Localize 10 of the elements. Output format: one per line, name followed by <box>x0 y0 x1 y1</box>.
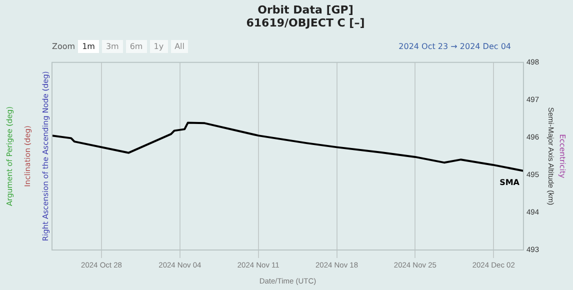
series-label: SMA <box>500 178 520 187</box>
text: Zoom <box>52 42 76 51</box>
zoom-button[interactable]: All <box>170 40 188 53</box>
chart-subtitle: 61619/OBJECT C [–] <box>246 16 365 30</box>
zoom-button[interactable]: 6m <box>126 40 147 53</box>
zoom-button[interactable]: 3m <box>102 40 123 53</box>
zoom-button[interactable]: 1m <box>78 40 99 53</box>
zoom-button[interactable]: 1y <box>150 40 168 53</box>
chart-title: Orbit Data [GP] <box>258 3 354 16</box>
text: 2024 Oct 23 → 2024 Dec 04 <box>398 42 511 51</box>
